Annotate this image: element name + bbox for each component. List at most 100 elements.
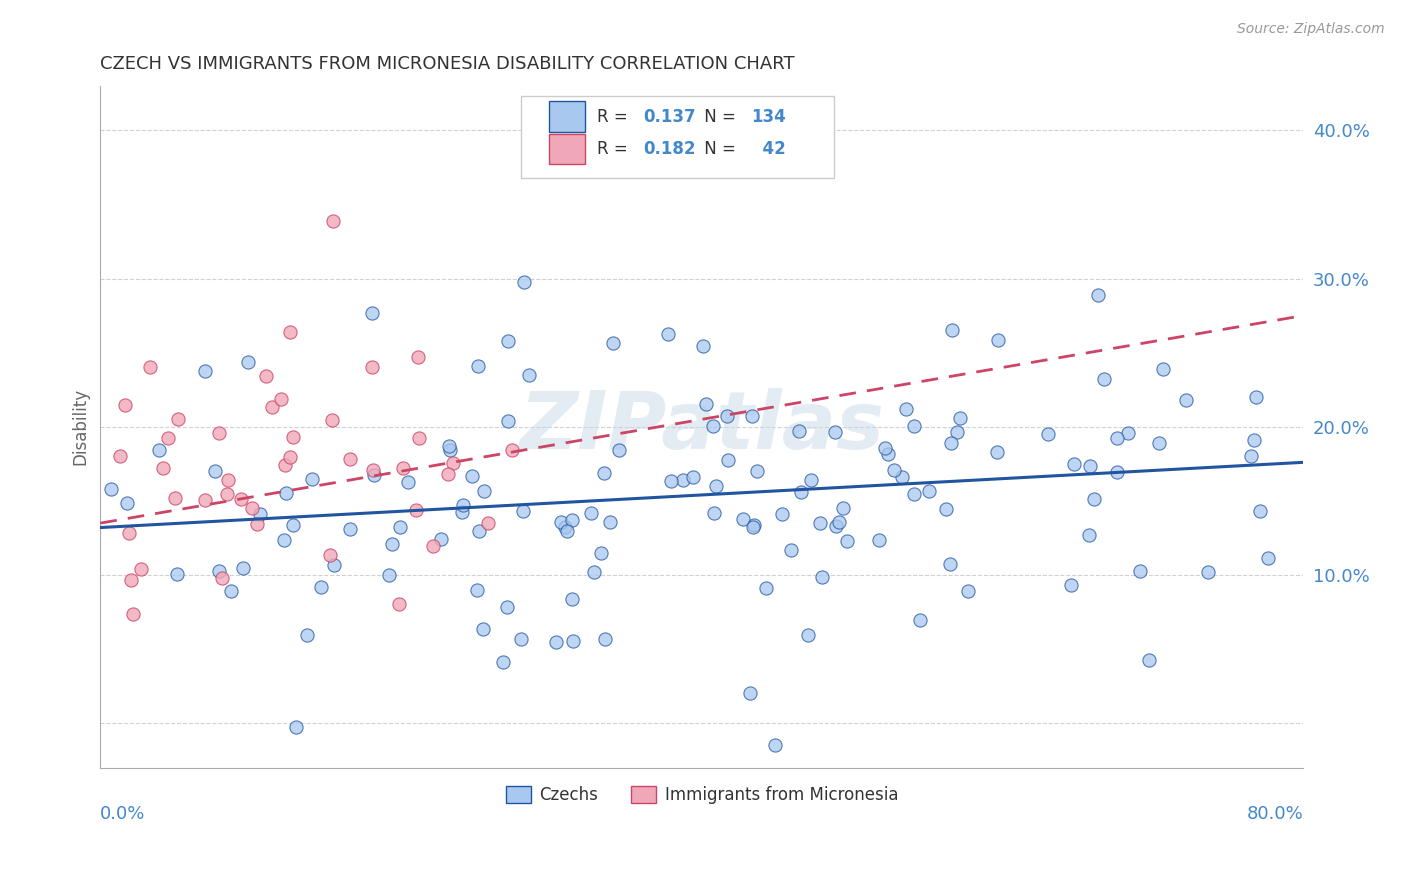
Point — [281, 518, 304, 533]
Point — [657, 327, 679, 342]
Point — [832, 500, 855, 515]
Point — [1063, 457, 1085, 471]
Point — [211, 571, 233, 585]
Point — [745, 464, 768, 478]
Point — [811, 570, 834, 584]
Point — [837, 534, 859, 549]
Point — [779, 543, 801, 558]
Point — [599, 515, 621, 529]
Point — [240, 501, 263, 516]
Point — [194, 364, 217, 378]
Text: N =: N = — [699, 108, 741, 126]
Point — [787, 424, 810, 438]
Point — [322, 214, 344, 228]
Point — [704, 479, 727, 493]
Point — [716, 409, 738, 424]
Point — [245, 517, 267, 532]
Point — [472, 622, 495, 636]
Point — [408, 432, 430, 446]
Point — [935, 502, 957, 516]
Point — [276, 486, 298, 500]
Point — [589, 546, 612, 560]
Point — [717, 453, 740, 467]
Point — [918, 484, 941, 499]
Point — [692, 339, 714, 353]
Point — [789, 484, 811, 499]
Point — [876, 447, 898, 461]
Point — [472, 483, 495, 498]
Point — [1246, 390, 1268, 404]
Point — [451, 505, 474, 519]
Point — [741, 520, 763, 534]
Point — [461, 468, 484, 483]
Point — [451, 498, 474, 512]
Point — [396, 475, 419, 490]
Point — [260, 400, 283, 414]
Point — [561, 513, 583, 527]
Point — [221, 584, 243, 599]
Point — [405, 502, 427, 516]
Point — [165, 491, 187, 506]
Point — [770, 508, 793, 522]
Point — [194, 492, 217, 507]
Point — [120, 573, 142, 587]
Point — [894, 402, 917, 417]
Point — [406, 351, 429, 365]
Point — [436, 467, 458, 481]
Point — [108, 449, 131, 463]
Point — [129, 561, 152, 575]
Point — [519, 368, 541, 382]
Point — [1105, 431, 1128, 445]
Y-axis label: Disability: Disability — [72, 388, 89, 466]
Point — [361, 463, 384, 477]
Point — [301, 472, 323, 486]
Point — [1249, 503, 1271, 517]
Point — [467, 359, 489, 374]
Point — [868, 533, 890, 548]
Point — [297, 628, 319, 642]
Point — [496, 334, 519, 349]
Point — [465, 583, 488, 598]
Point — [388, 597, 411, 611]
Point — [703, 506, 725, 520]
Point — [1243, 433, 1265, 447]
Point — [321, 413, 343, 427]
Point — [361, 360, 384, 375]
Point — [1116, 426, 1139, 441]
Point — [883, 463, 905, 477]
Point — [166, 567, 188, 582]
Point — [808, 516, 831, 531]
Point — [702, 419, 724, 434]
Point — [741, 409, 763, 423]
Point — [554, 520, 576, 534]
Point — [208, 564, 231, 578]
Point — [695, 397, 717, 411]
Point — [439, 442, 461, 457]
Text: CZECH VS IMMIGRANTS FROM MICRONESIA DISABILITY CORRELATION CHART: CZECH VS IMMIGRANTS FROM MICRONESIA DISA… — [100, 55, 794, 73]
Point — [229, 491, 252, 506]
Legend: Czechs, Immigrants from Micronesia: Czechs, Immigrants from Micronesia — [499, 779, 904, 811]
Point — [557, 524, 579, 539]
Point — [828, 516, 851, 530]
Point — [148, 442, 170, 457]
Point — [1077, 528, 1099, 542]
Point — [238, 355, 260, 369]
Point — [274, 458, 297, 472]
Point — [1060, 578, 1083, 592]
Point — [509, 632, 531, 646]
Point — [824, 425, 846, 439]
Point — [956, 583, 979, 598]
Point — [280, 450, 302, 464]
Point — [593, 632, 616, 646]
Point — [1197, 565, 1219, 579]
Point — [1240, 449, 1263, 463]
Point — [593, 466, 616, 480]
Point — [1038, 426, 1060, 441]
Point — [363, 468, 385, 483]
Point — [381, 537, 404, 551]
Point — [733, 512, 755, 526]
Point — [118, 526, 141, 541]
Text: 0.0%: 0.0% — [100, 805, 146, 823]
Text: N =: N = — [699, 140, 741, 158]
Point — [513, 275, 536, 289]
